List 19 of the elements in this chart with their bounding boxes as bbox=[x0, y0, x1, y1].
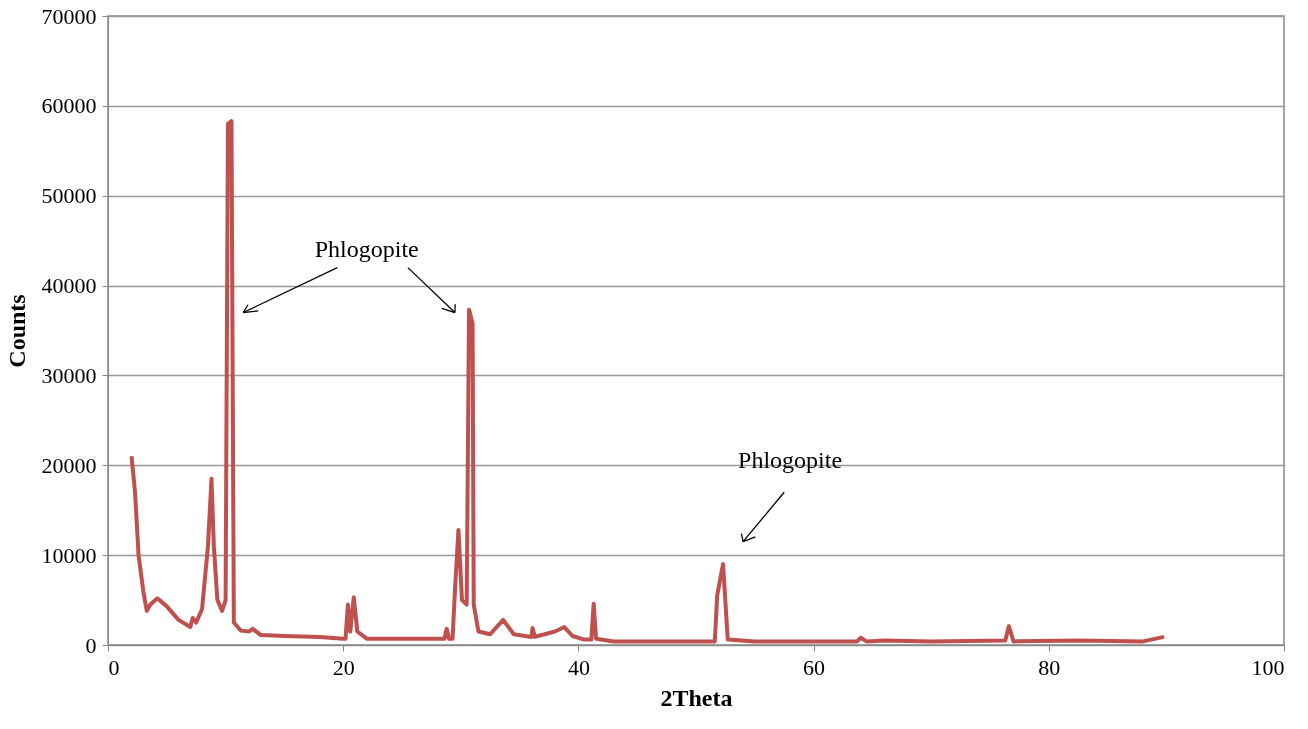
x-tick-label: 100 bbox=[1251, 654, 1285, 680]
y-tick-label: 0 bbox=[85, 632, 97, 658]
y-tick-label: 70000 bbox=[41, 3, 97, 29]
y-tick-label: 10000 bbox=[41, 542, 97, 568]
annotation: Phlogopite bbox=[314, 235, 419, 262]
y-tick-label: 30000 bbox=[41, 362, 97, 388]
x-tick-label: 40 bbox=[567, 654, 590, 680]
x-tick-label: 60 bbox=[803, 654, 826, 680]
annotation: Phlogopite bbox=[738, 446, 843, 473]
line-series bbox=[129, 119, 1167, 644]
x-tick-label: 20 bbox=[332, 654, 355, 680]
y-tick-label: 20000 bbox=[41, 452, 97, 478]
x-tick-label: 80 bbox=[1038, 654, 1061, 680]
y-tick-label: 60000 bbox=[41, 93, 97, 119]
x-tick-label: 0 bbox=[108, 654, 120, 680]
y-axis-title: Counts bbox=[3, 294, 30, 368]
y-tick-label: 50000 bbox=[41, 183, 97, 209]
x-axis-title: 2Theta bbox=[660, 684, 733, 711]
y-tick-label: 40000 bbox=[41, 273, 97, 299]
